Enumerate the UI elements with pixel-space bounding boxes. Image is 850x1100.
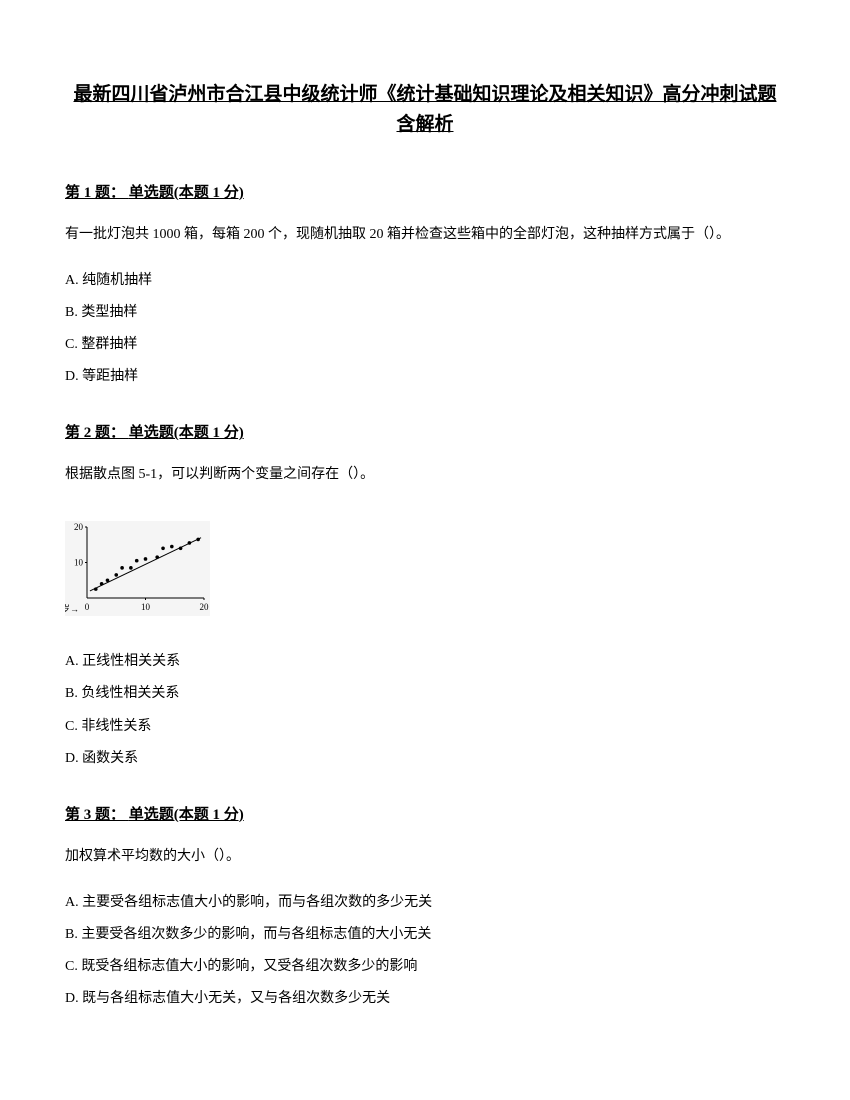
question-2-option-b: B. 负线性相关关系 [65,678,785,710]
question-3-number: 第 3 题： [65,807,125,823]
question-3-option-b: B. 主要受各组次数多少的影响，而与各组标志值的大小无关 [65,919,785,951]
svg-text:20: 20 [74,522,84,532]
question-2-text: 根据散点图 5-1，可以判断两个变量之间存在（）。 [65,460,785,491]
question-3-header: 第 3 题： 单选题(本题 1 分) [65,803,785,824]
question-1-text: 有一批灯泡共 1000 箱，每箱 200 个，现随机抽取 20 箱并检查这些箱中… [65,220,785,251]
question-1-number: 第 1 题： [65,185,125,201]
question-3-option-d: D. 既与各组标志值大小无关，又与各组次数多少无关 [65,983,785,1015]
question-3-type: 单选题(本题 1 分) [129,807,244,823]
question-2-option-a: A. 正线性相关关系 [65,646,785,678]
question-1-option-b: B. 类型抽样 [65,297,785,329]
question-1-option-c: C. 整群抽样 [65,329,785,361]
document-title: 最新四川省泸州市合江县中级统计师《统计基础知识理论及相关知识》高分冲刺试题含解析 [65,80,785,141]
scatter-chart: 10 20 0 10 20 岁→ [65,521,210,616]
question-1-option-a: A. 纯随机抽样 [65,265,785,297]
svg-text:20: 20 [200,602,210,612]
svg-text:10: 10 [141,602,151,612]
question-2-header: 第 2 题： 单选题(本题 1 分) [65,421,785,442]
question-1-option-d: D. 等距抽样 [65,361,785,393]
question-2-option-c: C. 非线性关系 [65,711,785,743]
question-2-type: 单选题(本题 1 分) [129,425,244,441]
svg-text:10: 10 [74,558,84,568]
question-2-number: 第 2 题： [65,425,125,441]
svg-text:岁→: 岁→ [65,603,79,614]
question-3-option-c: C. 既受各组标志值大小的影响，又受各组次数多少的影响 [65,951,785,983]
svg-text:0: 0 [85,602,90,612]
question-2-option-d: D. 函数关系 [65,743,785,775]
question-1-type: 单选题(本题 1 分) [129,185,244,201]
question-3-text: 加权算术平均数的大小（）。 [65,842,785,873]
question-1-header: 第 1 题： 单选题(本题 1 分) [65,181,785,202]
question-3-option-a: A. 主要受各组标志值大小的影响，而与各组次数的多少无关 [65,887,785,919]
